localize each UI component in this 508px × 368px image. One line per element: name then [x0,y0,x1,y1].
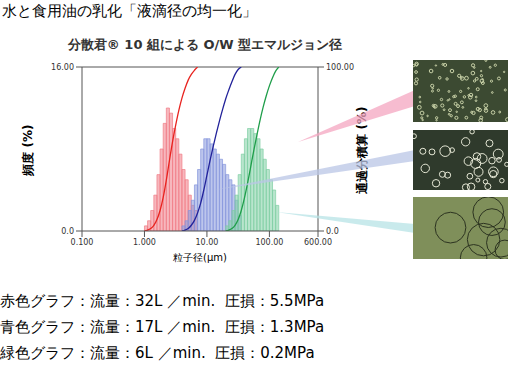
svg-text:1.000: 1.000 [133,238,156,247]
svg-text:16.00: 16.00 [51,63,74,72]
html-text:粒子径(μm): 粒子径(μm) [173,252,227,263]
svg-text:10.00: 10.00 [195,238,218,247]
html-text:緑色グラフ：流量：6L ／min. 圧損：0.2MPa: 緑色グラフ：流量：6L ／min. 圧損：0.2MPa [0,344,315,362]
svg-text:0.0: 0.0 [61,227,74,236]
svg-text:0.100: 0.100 [71,238,94,247]
svg-text:600.00: 600.00 [304,238,332,247]
html-text:赤色グラフ：流量：32L ／min. 圧損：5.5MPa: 赤色グラフ：流量：32L ／min. 圧損：5.5MPa [0,292,325,310]
html-text:水と食用油の乳化「液滴径の均一化」: 水と食用油の乳化「液滴径の均一化」 [2,2,257,20]
html-text:頻度 (%): 頻度 (%) [20,124,35,176]
svg-text:100.00: 100.00 [255,238,283,247]
html-text:分散君® 10 組による O/W 型エマルジョン径: 分散君® 10 組による O/W 型エマルジョン径 [67,37,343,52]
html-text:通過分積算 (%): 通過分積算 (%) [354,106,369,194]
svg-text:100.00: 100.00 [326,63,354,72]
svg-text:0.0: 0.0 [326,227,339,236]
html-text:青色グラフ：流量：17L ／min. 圧損：1.3MPa: 青色グラフ：流量：17L ／min. 圧損：1.3MPa [0,318,325,336]
